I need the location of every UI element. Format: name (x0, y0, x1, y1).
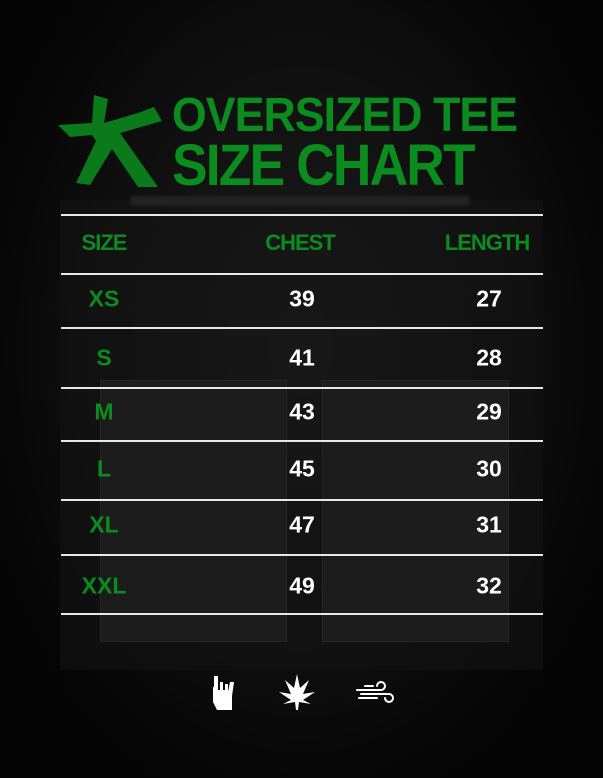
size-cell: XL (89, 511, 119, 538)
size-cell: S (96, 344, 112, 371)
chest-cell: 39 (289, 285, 315, 312)
size-cell: L (96, 455, 112, 482)
chest-cell: 47 (289, 511, 315, 538)
chest-cell: 49 (289, 572, 315, 599)
length-cell: 30 (476, 455, 502, 482)
length-cell: 27 (476, 285, 502, 312)
length-cell: 28 (476, 344, 502, 371)
header-size: SIZE (81, 230, 128, 255)
table-divider (61, 387, 543, 389)
chest-cell: 45 (289, 455, 315, 482)
store-window-right (322, 380, 509, 642)
chest-cell: 43 (289, 398, 315, 425)
length-cell: 31 (476, 511, 502, 538)
header-chest: CHEST (265, 230, 336, 255)
table-divider (61, 554, 543, 556)
table-divider (61, 327, 543, 329)
cannabis-leaf-icon (279, 674, 315, 710)
size-cell: M (94, 398, 114, 425)
shelf (130, 196, 470, 206)
table-divider (61, 273, 543, 275)
size-cell: XXL (81, 572, 127, 599)
brand-logo-icon (58, 95, 162, 187)
chest-cell: 41 (289, 344, 315, 371)
length-cell: 32 (476, 572, 502, 599)
header-length: LENGTH (444, 230, 530, 255)
store-window-left (100, 380, 287, 642)
wind-icon (356, 681, 394, 703)
table-divider (61, 214, 543, 216)
table-divider (61, 499, 543, 501)
title-line-2: SIZE CHART (172, 133, 476, 198)
table-divider (61, 613, 543, 615)
length-cell: 29 (476, 398, 502, 425)
rock-hand-icon (213, 676, 234, 710)
size-cell: XS (88, 285, 120, 312)
title-line-1: OVERSIZED TEE (172, 89, 518, 142)
table-divider (61, 440, 543, 442)
